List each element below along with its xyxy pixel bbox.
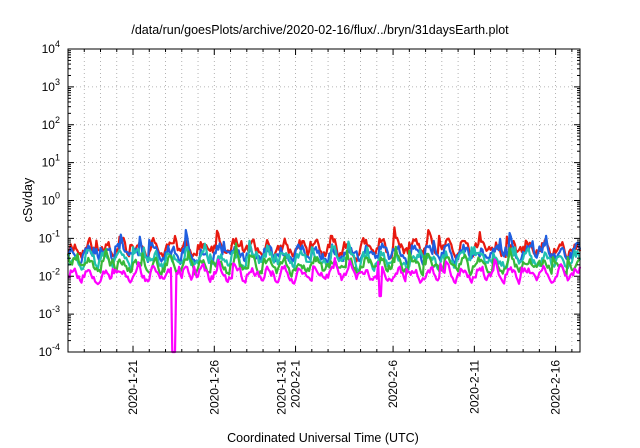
chart-title: /data/run/goesPlots/archive/2020-02-16/f… — [131, 23, 509, 37]
x-tick-labels: 2020-1-21 2020-1-26 2020-1-31 2020-2-1 2020-… — [126, 360, 563, 415]
y-tick-label: 102 — [42, 115, 60, 132]
y-axis-label: cSv/day — [21, 177, 35, 222]
ticks — [68, 48, 580, 353]
x-tick-label: 2020-2-11 — [467, 360, 481, 414]
y-tick-label: 10-1 — [39, 228, 60, 245]
x-tick-label: 2020-1-26 — [207, 360, 221, 415]
x-tick-label: 2020-2-16 — [549, 360, 563, 415]
y-tick-labels: 10-4 10-3 10-2 10-1 100 101 102 103 104 — [39, 39, 60, 359]
grid — [68, 49, 580, 352]
y-tick-label: 100 — [42, 191, 60, 208]
x-tick-label: 2020-2-6 — [386, 360, 400, 408]
y-tick-label: 103 — [42, 77, 60, 94]
series-layer — [66, 226, 582, 354]
x-tick-label: 2020-1-21 — [126, 360, 140, 415]
x-axis-label: Coordinated Universal Time (UTC) — [227, 431, 419, 445]
y-tick-label: 101 — [42, 153, 60, 170]
y-tick-label: 10-2 — [39, 266, 60, 283]
y-tick-label: 10-4 — [39, 342, 60, 359]
data-series-line — [67, 257, 582, 354]
y-tick-label: 10-3 — [39, 304, 60, 321]
plot-area — [66, 48, 582, 354]
x-tick-label: 2020-2-1 — [289, 360, 303, 408]
y-tick-label: 104 — [42, 39, 60, 56]
x-tick-label: 2020-1-31 — [275, 360, 289, 415]
